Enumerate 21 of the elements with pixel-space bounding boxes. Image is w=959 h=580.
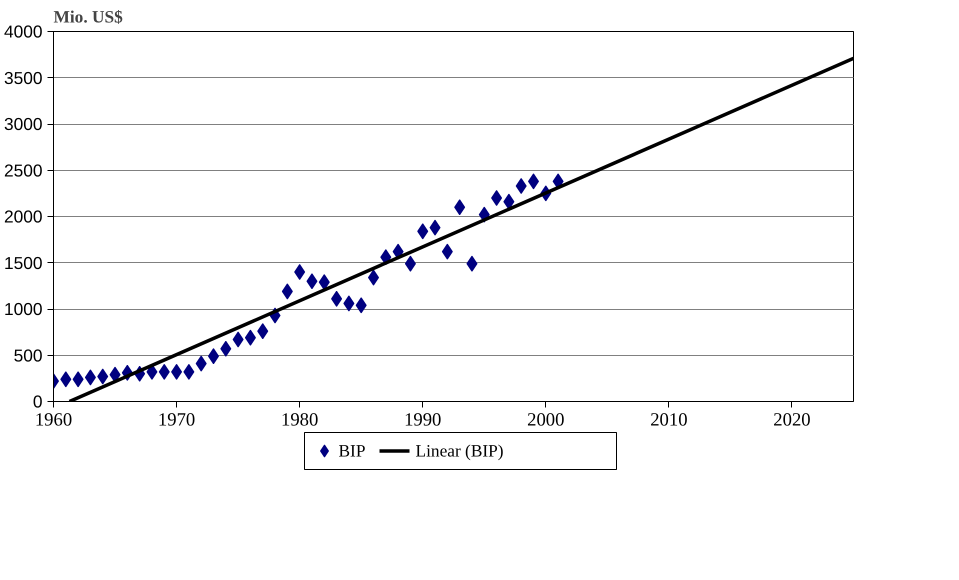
x-tick-label: 1960 [34,410,72,430]
y-tick-label: 1000 [4,299,43,319]
legend-label: BIP [338,442,366,460]
x-tick-label: 1990 [404,410,442,430]
y-tick-label: 2500 [4,160,43,180]
y-tick-label: 2000 [4,206,43,226]
legend-label: Linear (BIP) [416,442,504,460]
y-tick-label: 1500 [4,252,43,273]
y-axis-title: Mio. US$ [54,8,124,26]
y-tick-label: 4000 [4,22,43,42]
point [491,190,502,206]
y-tick-label: 500 [14,345,43,366]
y-tick-label: 0 [32,392,43,412]
x-tick-label: 1970 [158,410,196,430]
x-tick-label: 1980 [281,410,318,430]
y-tick-label: 3500 [4,68,43,88]
x-tick-label: 2010 [650,410,688,430]
y-tick-label: 3000 [4,114,43,134]
x-tick-label: 2020 [773,410,811,430]
point [294,264,306,280]
x-tick-label: 2000 [527,410,564,430]
